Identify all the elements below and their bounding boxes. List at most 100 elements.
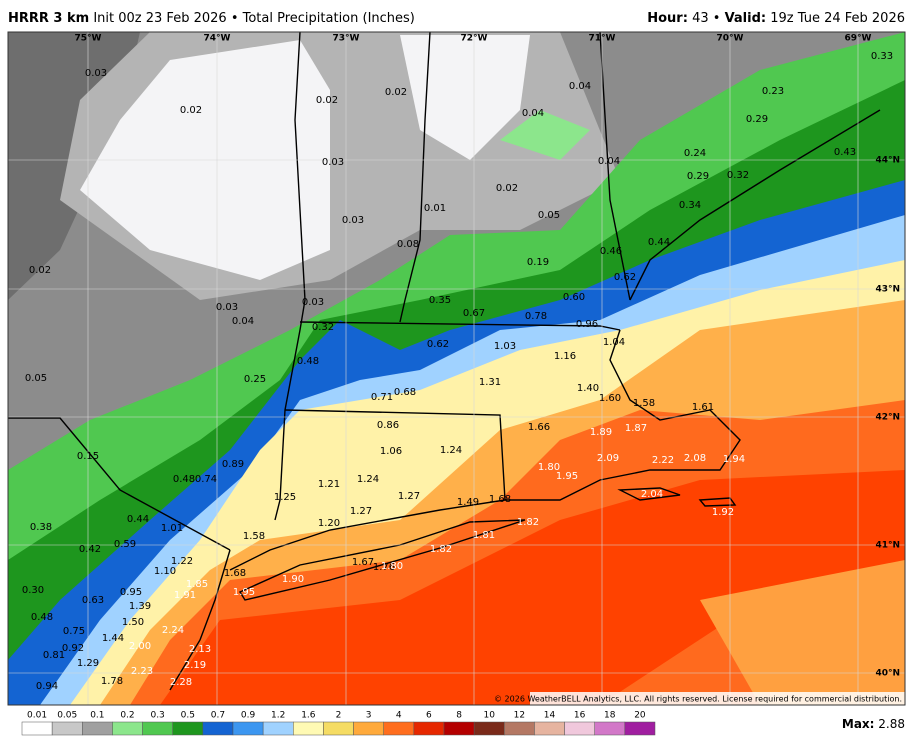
precip-value: 0.23 <box>762 86 784 97</box>
precip-value: 0.71 <box>371 392 393 403</box>
scale-label: 6 <box>426 711 432 721</box>
precip-value: 1.82 <box>430 544 452 555</box>
precip-value: 0.03 <box>342 215 364 226</box>
precip-value: 0.44 <box>127 514 149 525</box>
precip-value: 0.04 <box>232 316 254 327</box>
model: HRRR 3 km <box>8 11 89 26</box>
latitude-label: 42°N <box>875 413 900 423</box>
precip-value: 1.89 <box>590 427 612 438</box>
copyright: © 2026 WeatherBELL Analytics, LLC. All r… <box>494 695 902 704</box>
precip-value: 1.61 <box>692 402 714 413</box>
precip-value: 1.94 <box>723 454 745 465</box>
precip-value: 1.58 <box>633 398 655 409</box>
precip-value: 0.63 <box>82 595 104 606</box>
precip-value: 1.44 <box>102 633 124 644</box>
scale-swatch <box>293 721 324 736</box>
precip-value: 1.91 <box>174 590 196 601</box>
latitude-label: 41°N <box>875 541 900 551</box>
precip-value: 1.27 <box>350 506 372 517</box>
scale-swatch <box>383 721 415 736</box>
longitude-label: 70°W <box>717 34 744 44</box>
valid: 19z Tue 24 Feb 2026 <box>770 11 905 26</box>
scale-label: 18 <box>604 711 616 721</box>
scale-swatch <box>172 721 204 736</box>
precip-value: 1.16 <box>554 351 576 362</box>
scale-swatch <box>323 721 354 736</box>
precip-value: 1.49 <box>457 497 479 508</box>
precip-value: 2.22 <box>652 455 674 466</box>
scale-label: 14 <box>544 711 556 721</box>
init: Init 00z 23 Feb 2026 <box>93 11 226 26</box>
precip-value: 1.85 <box>186 579 208 590</box>
scale-swatch <box>564 721 595 736</box>
precip-value: 1.40 <box>577 383 599 394</box>
longitude-label: 71°W <box>589 34 616 44</box>
precip-value: 0.04 <box>598 156 620 167</box>
latitude-label: 40°N <box>875 669 900 679</box>
scale-swatch <box>594 721 626 736</box>
precip-value: 0.89 <box>222 459 244 470</box>
precip-value: 2.24 <box>162 625 184 636</box>
precip-value: 0.02 <box>385 87 407 98</box>
precip-value: 0.67 <box>463 308 485 319</box>
scale-swatch <box>413 721 445 736</box>
precip-value: 2.28 <box>170 677 192 688</box>
precip-value: 0.38 <box>30 522 52 533</box>
precip-value: 0.29 <box>746 114 768 125</box>
precip-value: 0.25 <box>244 374 266 385</box>
precip-value: 1.29 <box>77 658 99 669</box>
precip-value: 0.01 <box>424 203 446 214</box>
precip-value: 0.05 <box>538 210 560 221</box>
precip-value: 2.09 <box>597 453 619 464</box>
scale-swatch <box>353 721 384 736</box>
scale-swatch <box>534 721 565 736</box>
precip-value: 1.03 <box>494 341 516 352</box>
scale-label: 12 <box>514 711 525 721</box>
precip-value: 2.04 <box>641 489 663 500</box>
precip-value: 0.96 <box>576 319 598 330</box>
precip-value: 0.08 <box>397 239 419 250</box>
header-right: Hour: 43 • Valid: 19z Tue 24 Feb 2026 <box>647 11 905 26</box>
precip-value: 1.92 <box>712 507 734 518</box>
scale-label: 0.7 <box>211 711 225 721</box>
precip-value: 0.15 <box>77 451 99 462</box>
precip-value: 1.10 <box>154 566 176 577</box>
precip-value: 0.43 <box>834 147 856 158</box>
precip-value: 1.24 <box>440 445 462 456</box>
precip-value: 0.81 <box>43 650 65 661</box>
precip-value: 0.94 <box>36 681 58 692</box>
precip-value: 0.05 <box>25 373 47 384</box>
precip-value: 0.46 <box>600 246 622 257</box>
precip-value: 0.68 <box>394 387 416 398</box>
scale-swatch <box>262 721 294 736</box>
scale-swatch <box>112 721 143 736</box>
scale-swatch <box>624 721 656 736</box>
precip-value: 0.04 <box>569 81 591 92</box>
max-value: 2.88 <box>878 717 905 731</box>
hour: 43 <box>692 11 709 26</box>
scale-swatch <box>51 721 83 736</box>
longitude-label: 74°W <box>204 34 231 44</box>
precip-value: 1.78 <box>101 676 123 687</box>
precip-value: 1.31 <box>479 377 501 388</box>
scale-swatch <box>82 721 113 736</box>
precip-value: 0.92 <box>62 643 84 654</box>
scale-label: 0.05 <box>57 711 77 721</box>
separator: • <box>231 11 239 26</box>
scale-label: 3 <box>366 711 372 721</box>
precip-value: 1.39 <box>129 601 151 612</box>
precip-value: 0.42 <box>79 544 101 555</box>
precip-value: 0.04 <box>522 108 544 119</box>
precip-value: 0.33 <box>871 51 893 62</box>
max: Max: 2.88 <box>842 717 905 731</box>
scale-label: 0.5 <box>181 711 195 721</box>
precip-value: 0.03 <box>216 302 238 313</box>
precip-value: 1.87 <box>625 423 647 434</box>
hour-label: Hour: <box>647 11 688 26</box>
scale-swatch <box>504 721 535 736</box>
valid-label: Valid: <box>725 11 767 26</box>
longitude-label: 72°W <box>461 34 488 44</box>
precip-value: 1.20 <box>318 518 340 529</box>
scale-swatch <box>142 721 173 736</box>
separator: • <box>713 11 721 26</box>
